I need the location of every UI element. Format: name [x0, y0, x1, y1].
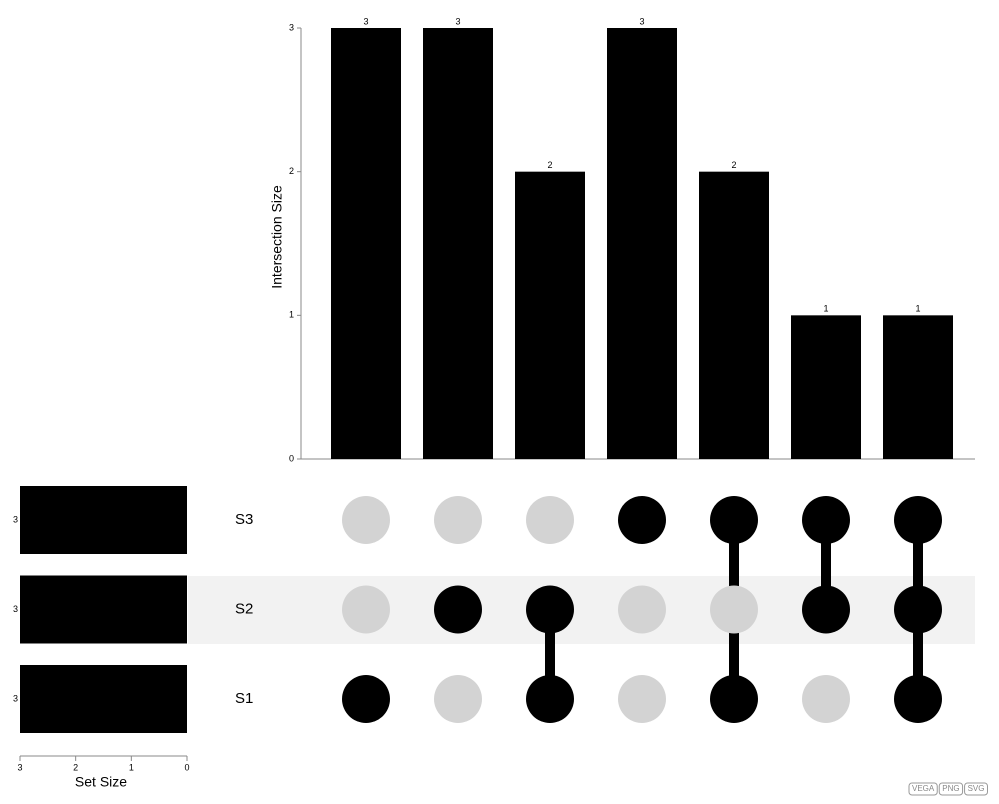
- membership-dot: [618, 496, 666, 544]
- set-size-label: 3: [13, 693, 18, 703]
- membership-dot: [526, 675, 574, 723]
- membership-dot: [526, 496, 574, 544]
- bar: [515, 171, 585, 459]
- set-size-bar: [20, 665, 187, 733]
- bar-value-label: 3: [363, 16, 368, 26]
- set-label: S1: [235, 690, 253, 707]
- set-label: S2: [235, 600, 253, 617]
- membership-dot: [894, 675, 942, 723]
- export-link[interactable]: PNG: [938, 782, 964, 796]
- membership-dot: [894, 585, 942, 634]
- bar: [699, 171, 769, 459]
- x-tick-label: 0: [184, 762, 189, 772]
- row-highlight: [188, 576, 975, 644]
- bar: [791, 315, 861, 459]
- export-link-box: [908, 782, 938, 796]
- set-size-bar: [20, 575, 187, 644]
- export-link-label[interactable]: PNG: [942, 784, 959, 793]
- export-link[interactable]: SVG: [964, 782, 988, 796]
- membership-dot: [710, 675, 758, 723]
- membership-dot: [434, 675, 482, 723]
- x-tick-label: 1: [129, 762, 134, 772]
- bar-value-label: 1: [823, 304, 828, 314]
- membership-dot: [342, 496, 390, 544]
- bar: [423, 28, 493, 459]
- membership-dot: [710, 585, 758, 634]
- bar-value-label: 2: [731, 160, 736, 170]
- set-size-label: 3: [13, 604, 18, 614]
- y-tick-label: 2: [289, 166, 294, 176]
- set-label: S3: [235, 511, 253, 528]
- export-link-box: [964, 782, 988, 796]
- membership-dot: [802, 675, 850, 723]
- membership-dot: [894, 496, 942, 544]
- export-link[interactable]: VEGA: [908, 782, 938, 796]
- membership-dot: [802, 496, 850, 544]
- membership-dot: [618, 675, 666, 723]
- membership-dot: [434, 585, 482, 634]
- bar-value-label: 2: [547, 160, 552, 170]
- y-axis-title: Intersection Size: [269, 185, 285, 289]
- bar: [331, 28, 401, 459]
- bar-value-label: 1: [915, 304, 920, 314]
- x-axis-title: Set Size: [75, 774, 127, 790]
- bar-value-label: 3: [639, 16, 644, 26]
- set-size-label: 3: [13, 514, 18, 524]
- membership-dot: [342, 585, 390, 634]
- membership-dot: [342, 675, 390, 723]
- y-tick-label: 1: [289, 310, 294, 320]
- membership-dot: [618, 585, 666, 634]
- x-tick-label: 2: [73, 762, 78, 772]
- membership-dot: [710, 496, 758, 544]
- export-link-label[interactable]: SVG: [968, 784, 985, 793]
- bar: [883, 315, 953, 459]
- x-tick-label: 3: [17, 762, 22, 772]
- export-link-label[interactable]: VEGA: [912, 784, 935, 793]
- membership-dot: [802, 585, 850, 634]
- membership-dot: [526, 585, 574, 634]
- set-size-bar: [20, 486, 187, 554]
- membership-dot: [434, 496, 482, 544]
- bar: [607, 28, 677, 459]
- y-tick-label: 3: [289, 22, 294, 32]
- bar-value-label: 3: [455, 16, 460, 26]
- y-tick-label: 0: [289, 453, 294, 463]
- export-link-box: [938, 782, 964, 796]
